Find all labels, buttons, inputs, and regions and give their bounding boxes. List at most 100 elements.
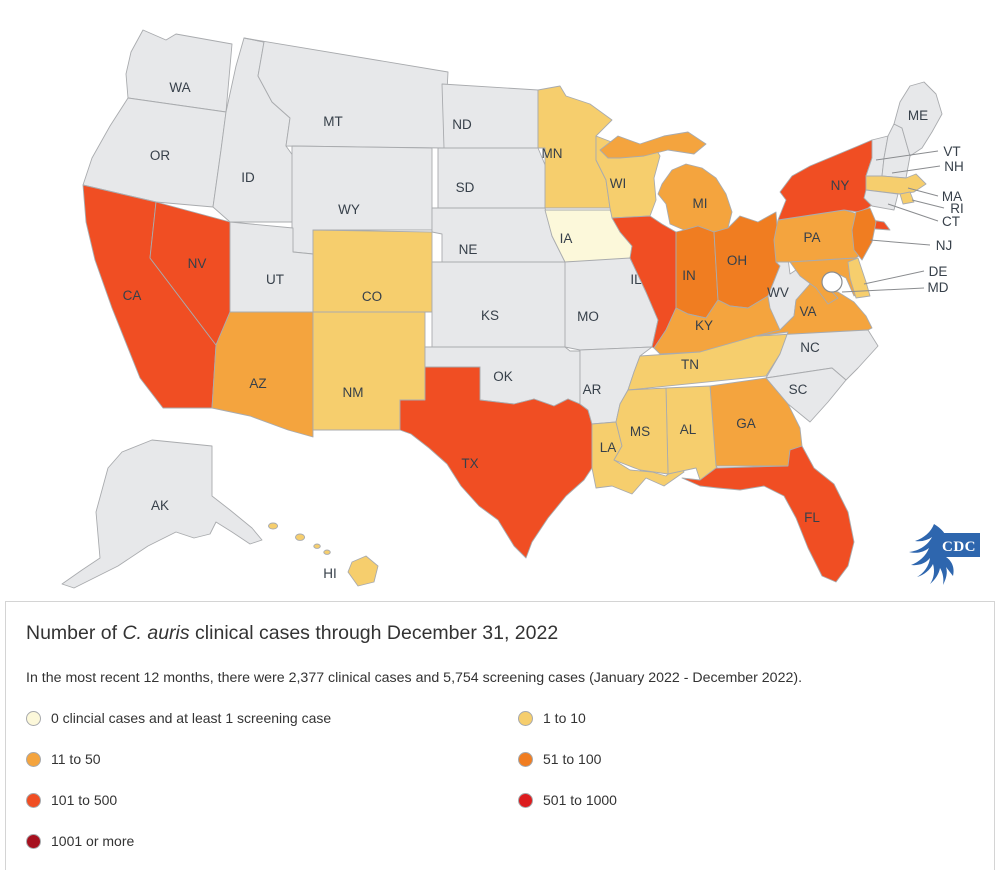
state-MS[interactable] bbox=[613, 387, 669, 475]
map-annotations-layer bbox=[821, 150, 945, 293]
title-suffix: clinical cases through December 31, 2022 bbox=[189, 622, 559, 644]
state-label-AR: AR bbox=[583, 382, 602, 397]
state-IL[interactable] bbox=[611, 215, 677, 349]
legend-swatch-1001-plus bbox=[26, 833, 41, 849]
legend-panel: Number of C. auris clinical cases throug… bbox=[5, 601, 995, 870]
state-label-IN: IN bbox=[682, 268, 696, 283]
cdc-logo: CDC bbox=[909, 524, 980, 585]
state-label-MS: MS bbox=[630, 424, 650, 439]
leader-line-NH bbox=[891, 165, 941, 174]
dc-marker[interactable] bbox=[821, 271, 843, 293]
legend-swatch-101-500 bbox=[26, 792, 41, 808]
leader-line-CT bbox=[887, 203, 939, 222]
legend: 0 clincial cases and at least 1 screenin… bbox=[26, 710, 978, 849]
leader-line-DE bbox=[863, 270, 925, 285]
state-label-NY: NY bbox=[831, 178, 850, 193]
state-label-HI: HI bbox=[323, 566, 337, 581]
state-TX[interactable] bbox=[399, 366, 593, 559]
legend-label-101-500: 101 to 500 bbox=[51, 792, 118, 808]
state-NJ[interactable] bbox=[851, 207, 877, 261]
state-HI[interactable] bbox=[347, 555, 379, 587]
state-label-CA: CA bbox=[123, 288, 142, 303]
state-label-CT: CT bbox=[942, 214, 960, 229]
legend-label-11-50: 11 to 50 bbox=[51, 751, 101, 767]
case-summary-text: In the most recent 12 months, there were… bbox=[26, 670, 803, 686]
state-label-WA: WA bbox=[169, 80, 190, 95]
state-label-MA: MA bbox=[942, 189, 962, 204]
state-label-WI: WI bbox=[610, 176, 627, 191]
state-label-OH: OH bbox=[727, 253, 747, 268]
state-HI[interactable] bbox=[323, 549, 331, 555]
state-AZ[interactable] bbox=[211, 311, 314, 438]
state-label-WV: WV bbox=[767, 285, 789, 300]
state-label-ND: ND bbox=[452, 117, 472, 132]
state-label-KY: KY bbox=[695, 318, 713, 333]
state-label-CO: CO bbox=[362, 289, 382, 304]
legend-label-1-10: 1 to 10 bbox=[543, 710, 586, 726]
legend-swatch-11-50 bbox=[26, 751, 41, 767]
state-label-AL: AL bbox=[680, 422, 697, 437]
state-label-TX: TX bbox=[461, 456, 478, 471]
legend-item-11-50: 11 to 50 bbox=[26, 751, 518, 767]
state-NE[interactable] bbox=[431, 207, 566, 263]
state-MI[interactable] bbox=[599, 131, 707, 159]
legend-item-1-10: 1 to 10 bbox=[518, 710, 978, 726]
state-label-AZ: AZ bbox=[249, 376, 266, 391]
state-label-NV: NV bbox=[188, 256, 207, 271]
legend-swatch-1-10 bbox=[518, 710, 533, 726]
state-label-KS: KS bbox=[481, 308, 499, 323]
state-label-VT: VT bbox=[943, 144, 960, 159]
state-KS[interactable] bbox=[431, 261, 573, 348]
state-ME[interactable] bbox=[893, 81, 943, 157]
state-FL[interactable] bbox=[681, 445, 855, 583]
state-label-ID: ID bbox=[241, 170, 255, 185]
state-label-DE: DE bbox=[929, 264, 948, 279]
state-label-OK: OK bbox=[493, 369, 513, 384]
state-label-MT: MT bbox=[323, 114, 343, 129]
state-label-WY: WY bbox=[338, 202, 360, 217]
leader-line-RI bbox=[911, 199, 945, 209]
state-label-TN: TN bbox=[681, 357, 699, 372]
state-label-UT: UT bbox=[266, 272, 284, 287]
state-label-OR: OR bbox=[150, 148, 171, 163]
leader-line-NJ bbox=[869, 239, 931, 246]
state-SD[interactable] bbox=[437, 147, 549, 209]
state-label-FL: FL bbox=[804, 510, 820, 525]
state-label-MD: MD bbox=[928, 280, 949, 295]
legend-item-501-1000: 501 to 1000 bbox=[518, 792, 978, 808]
states-layer bbox=[61, 29, 943, 589]
legend-item-51-100: 51 to 100 bbox=[518, 751, 978, 767]
state-RI[interactable] bbox=[899, 191, 915, 205]
state-AK[interactable] bbox=[61, 439, 263, 589]
state-HI[interactable] bbox=[313, 543, 321, 549]
state-ND[interactable] bbox=[441, 83, 539, 149]
legend-swatch-51-100 bbox=[518, 751, 533, 767]
state-WA[interactable] bbox=[125, 29, 233, 113]
leader-line-MA bbox=[907, 187, 939, 197]
cdc-logo-text: CDC bbox=[942, 539, 976, 555]
state-label-NM: NM bbox=[343, 385, 364, 400]
state-NY[interactable] bbox=[777, 139, 881, 221]
state-label-MN: MN bbox=[542, 146, 563, 161]
state-label-SD: SD bbox=[456, 180, 475, 195]
state-HI[interactable] bbox=[295, 533, 305, 541]
legend-item-zero: 0 clincial cases and at least 1 screenin… bbox=[26, 710, 518, 726]
legend-label-51-100: 51 to 100 bbox=[543, 751, 602, 767]
state-label-MI: MI bbox=[693, 196, 708, 211]
cdc-logo-box bbox=[938, 533, 980, 557]
state-DE[interactable] bbox=[847, 257, 871, 299]
state-HI[interactable] bbox=[268, 522, 278, 530]
leader-line-MD bbox=[841, 287, 925, 293]
title-organism-name: C. auris bbox=[122, 622, 190, 644]
us-map: AK HI WA OR CA NV ID MT WY UT CO AZ NM ND SD NE KS OK TX MN… bbox=[61, 29, 980, 589]
legend-label-zero: 0 clincial cases and at least 1 screenin… bbox=[51, 710, 332, 726]
state-label-LA: LA bbox=[600, 440, 617, 455]
state-label-MO: MO bbox=[577, 309, 599, 324]
page-title: Number of C. auris clinical cases throug… bbox=[26, 622, 978, 645]
state-label-NJ: NJ bbox=[936, 238, 953, 253]
state-label-IA: IA bbox=[560, 231, 573, 246]
legend-label-1001-plus: 1001 or more bbox=[51, 833, 135, 849]
legend-item-1001-plus: 1001 or more bbox=[26, 833, 518, 849]
state-label-IL: IL bbox=[630, 272, 642, 287]
